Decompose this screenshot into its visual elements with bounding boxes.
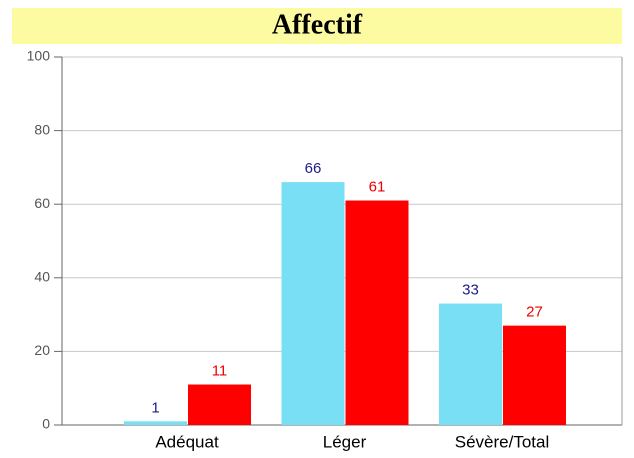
bar (503, 325, 566, 425)
x-tick-label: Léger (323, 432, 367, 451)
bar (345, 200, 409, 425)
x-tick-label: Adéquat (155, 432, 219, 451)
data-label: 33 (462, 282, 479, 299)
x-tick-label: Sévère/Total (455, 432, 550, 451)
data-label: 66 (305, 160, 322, 177)
data-label: 61 (369, 178, 386, 195)
y-tick-label: 0 (42, 416, 50, 432)
bar (188, 384, 251, 425)
data-label: 1 (151, 399, 159, 416)
bar (124, 421, 187, 425)
data-label: 11 (212, 362, 228, 379)
y-tick-label: 20 (34, 342, 50, 358)
y-tick-label: 80 (34, 121, 50, 137)
title-band (12, 8, 622, 44)
data-label: 27 (526, 304, 543, 321)
bar (281, 182, 345, 425)
y-tick-label: 100 (27, 48, 51, 64)
y-tick-label: 60 (34, 195, 50, 211)
y-tick-label: 40 (34, 269, 50, 285)
bar (439, 303, 502, 425)
chart-title: Affectif (272, 9, 363, 40)
